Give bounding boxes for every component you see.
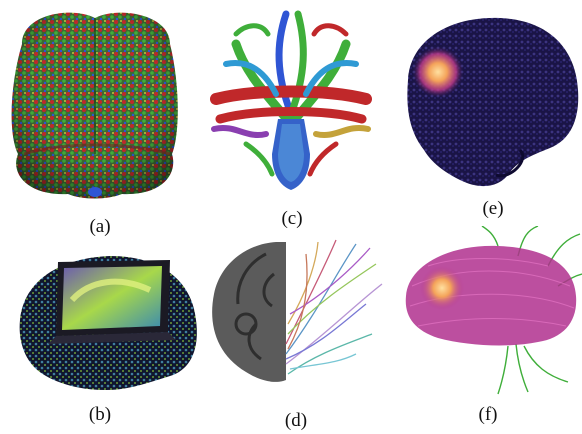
panel-a-brain-surface xyxy=(2,4,188,204)
caption-e: (e) xyxy=(482,198,504,219)
panel-d-gray-brain-fibers xyxy=(206,234,386,394)
caption-c: (c) xyxy=(281,208,303,229)
panel-f-fiber-tumor xyxy=(398,226,582,396)
panel-b-slice-overlay xyxy=(10,240,200,394)
caption-a: (a) xyxy=(89,216,111,237)
panel-b-image xyxy=(19,256,197,390)
panel-a-image xyxy=(11,12,178,199)
panel-e-image xyxy=(407,17,579,187)
panel-c-image xyxy=(210,10,372,190)
caption-b: (b) xyxy=(88,404,112,425)
panel-c-coronal-tracts xyxy=(206,4,376,194)
panel-d-image xyxy=(212,239,383,382)
caption-f: (f) xyxy=(478,404,498,425)
caption-d: (d) xyxy=(284,410,308,431)
panel-e-tumor-brain xyxy=(400,10,580,194)
panel-f-image xyxy=(405,226,582,395)
